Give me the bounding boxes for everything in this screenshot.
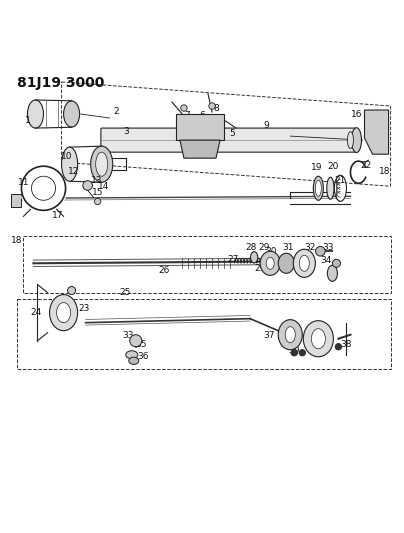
Circle shape bbox=[335, 344, 342, 350]
Text: 33: 33 bbox=[122, 331, 134, 340]
Ellipse shape bbox=[314, 176, 323, 200]
Ellipse shape bbox=[327, 177, 334, 199]
Circle shape bbox=[32, 176, 56, 200]
Polygon shape bbox=[180, 140, 220, 158]
Text: 27: 27 bbox=[227, 255, 239, 264]
Bar bbox=[176, 114, 224, 140]
Polygon shape bbox=[364, 110, 389, 154]
Bar bbox=[11, 195, 21, 207]
Ellipse shape bbox=[27, 100, 44, 128]
Text: 2: 2 bbox=[113, 107, 118, 116]
Text: 7: 7 bbox=[184, 111, 189, 120]
Text: 28: 28 bbox=[245, 243, 257, 252]
Text: 81J19 3000: 81J19 3000 bbox=[17, 76, 105, 90]
Text: 1: 1 bbox=[25, 116, 30, 125]
Text: 11: 11 bbox=[18, 178, 29, 187]
Ellipse shape bbox=[61, 147, 78, 181]
Text: 29: 29 bbox=[255, 264, 266, 272]
Text: 29: 29 bbox=[259, 243, 270, 252]
Circle shape bbox=[130, 335, 142, 347]
Ellipse shape bbox=[126, 351, 138, 359]
Ellipse shape bbox=[278, 320, 302, 350]
Text: 16: 16 bbox=[351, 110, 362, 119]
Circle shape bbox=[316, 246, 325, 256]
Ellipse shape bbox=[278, 253, 294, 273]
Circle shape bbox=[67, 287, 76, 295]
Ellipse shape bbox=[260, 251, 280, 276]
Circle shape bbox=[83, 181, 93, 190]
Text: 14: 14 bbox=[98, 182, 109, 191]
Text: 5: 5 bbox=[229, 129, 235, 138]
Text: 19: 19 bbox=[311, 163, 322, 172]
Text: 18: 18 bbox=[379, 167, 391, 176]
Text: 3: 3 bbox=[123, 127, 128, 136]
Ellipse shape bbox=[351, 128, 362, 152]
Ellipse shape bbox=[63, 101, 80, 127]
Text: 34: 34 bbox=[320, 256, 331, 264]
Text: 9: 9 bbox=[263, 121, 269, 130]
Text: 25: 25 bbox=[119, 288, 130, 297]
Ellipse shape bbox=[293, 249, 316, 277]
Ellipse shape bbox=[347, 132, 354, 149]
Text: 6: 6 bbox=[199, 111, 205, 120]
Ellipse shape bbox=[266, 257, 274, 269]
Text: 22: 22 bbox=[360, 161, 371, 170]
Ellipse shape bbox=[303, 321, 333, 357]
Text: 10: 10 bbox=[61, 152, 72, 161]
Text: 15: 15 bbox=[92, 188, 103, 197]
Ellipse shape bbox=[311, 329, 325, 349]
Ellipse shape bbox=[316, 180, 321, 196]
Text: 4: 4 bbox=[217, 119, 223, 128]
Text: 31: 31 bbox=[282, 243, 294, 252]
Text: 24: 24 bbox=[31, 308, 42, 317]
Text: 12: 12 bbox=[68, 167, 79, 176]
Text: 32: 32 bbox=[305, 243, 316, 252]
Text: 39: 39 bbox=[288, 346, 300, 356]
Text: 18: 18 bbox=[11, 236, 22, 245]
Circle shape bbox=[299, 350, 305, 356]
Ellipse shape bbox=[57, 303, 71, 322]
Circle shape bbox=[332, 259, 341, 268]
FancyBboxPatch shape bbox=[101, 128, 355, 152]
Ellipse shape bbox=[50, 295, 78, 330]
Text: 30: 30 bbox=[265, 247, 277, 256]
Ellipse shape bbox=[299, 255, 309, 271]
Ellipse shape bbox=[250, 252, 258, 263]
Text: 35: 35 bbox=[135, 340, 147, 349]
Text: 26: 26 bbox=[158, 266, 170, 275]
Text: 38: 38 bbox=[340, 340, 351, 349]
Circle shape bbox=[291, 350, 297, 356]
Circle shape bbox=[209, 103, 215, 109]
Circle shape bbox=[21, 166, 65, 211]
Ellipse shape bbox=[129, 357, 139, 365]
Text: 33: 33 bbox=[323, 243, 334, 252]
Ellipse shape bbox=[90, 146, 113, 182]
Text: 36: 36 bbox=[137, 352, 148, 361]
Text: 21: 21 bbox=[335, 176, 346, 185]
Ellipse shape bbox=[285, 327, 295, 343]
Text: 13: 13 bbox=[91, 176, 103, 185]
Text: 17: 17 bbox=[52, 212, 63, 221]
Circle shape bbox=[95, 198, 101, 205]
Text: 20: 20 bbox=[327, 163, 339, 172]
Ellipse shape bbox=[96, 152, 108, 176]
Ellipse shape bbox=[327, 265, 337, 281]
Circle shape bbox=[181, 105, 187, 111]
Text: 37: 37 bbox=[263, 332, 275, 341]
Circle shape bbox=[370, 120, 383, 132]
Text: 8: 8 bbox=[213, 104, 219, 114]
Text: 23: 23 bbox=[79, 304, 90, 313]
Ellipse shape bbox=[335, 175, 347, 201]
